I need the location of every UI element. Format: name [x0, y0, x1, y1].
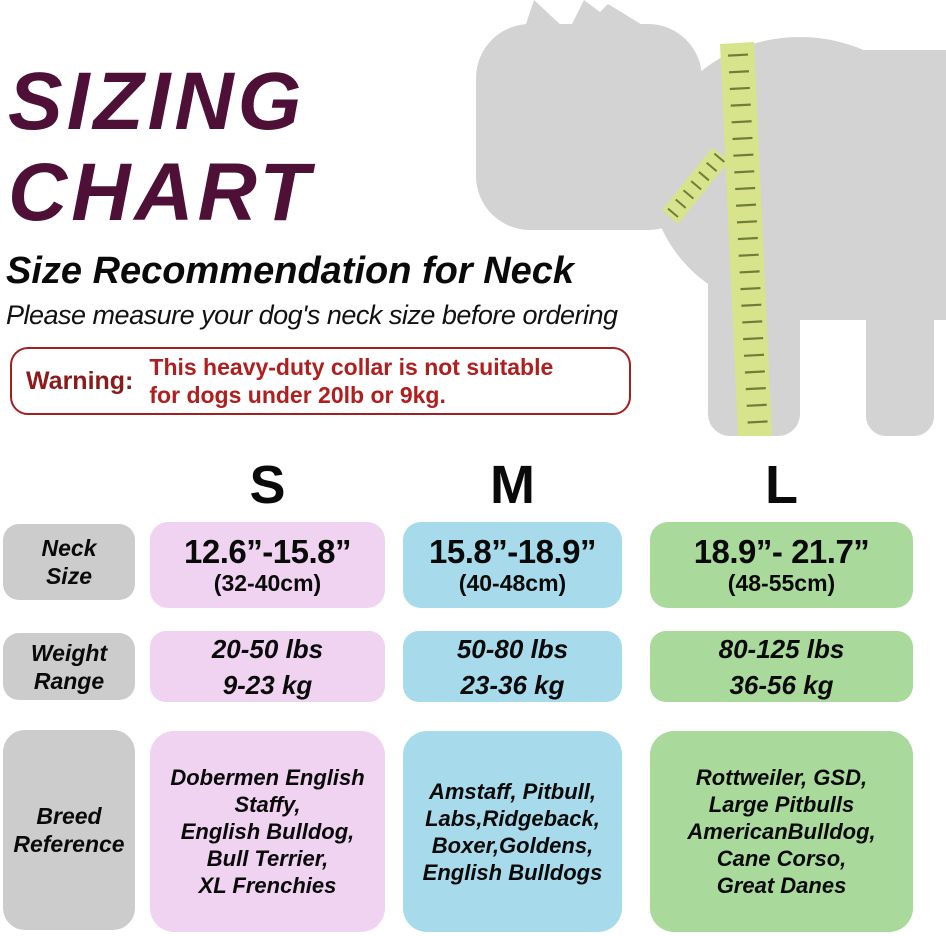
warning-message: This heavy-duty collar is not suitable f… [149, 354, 554, 408]
title-line2: CHART [8, 147, 314, 238]
neck-size-m: 15.8”-18.9” (40-48cm) [403, 522, 622, 608]
neck-size-m-cm: (40-48cm) [458, 570, 567, 596]
subtitle: Size Recommendation for Neck [6, 250, 575, 292]
measuring-tape [662, 42, 772, 436]
dog-silhouette [476, 0, 946, 436]
warning-box: Warning: This heavy-duty collar is not s… [10, 347, 631, 415]
neck-size-s: 12.6”-15.8” (32-40cm) [150, 522, 385, 608]
dog-head [476, 24, 702, 230]
neck-size-l-cm: (48-55cm) [727, 570, 836, 596]
tape-loop-tick-marks [667, 152, 725, 219]
weight-range-m: 50-80 lbs 23-36 kg [403, 631, 622, 702]
neck-size-s-inches: 12.6”-15.8” [184, 533, 351, 570]
row-label-breed-reference: Breed Reference [3, 730, 135, 930]
row-label-neck-size: Neck Size [3, 524, 135, 600]
column-header-l: L [765, 455, 798, 515]
dog-neck-measurement-illustration [476, 0, 946, 436]
neck-size-m-inches: 15.8”-18.9” [429, 533, 596, 570]
page-title: SIZING CHART [8, 56, 313, 238]
title-line1: SIZING [8, 56, 306, 147]
neck-size-l: 18.9”- 21.7” (48-55cm) [650, 522, 913, 608]
warning-label: Warning: [26, 366, 134, 395]
column-header-s: S [249, 455, 286, 515]
breed-reference-l: Rottweiler, GSD, Large Pitbulls American… [650, 731, 913, 932]
dog-rear-leg [866, 250, 934, 436]
measure-note: Please measure your dog's neck size befo… [6, 300, 618, 330]
column-header-m: M [490, 455, 535, 515]
breed-reference-m: Amstaff, Pitbull, Labs,Ridgeback, Boxer,… [403, 731, 622, 932]
weight-range-l: 80-125 lbs 36-56 kg [650, 631, 913, 702]
row-label-weight-range: Weight Range [3, 633, 135, 700]
neck-size-s-cm: (32-40cm) [213, 570, 322, 596]
weight-range-s: 20-50 lbs 9-23 kg [150, 631, 385, 702]
breed-reference-s: Dobermen English Staffy, English Bulldog… [150, 731, 385, 932]
neck-size-l-inches: 18.9”- 21.7” [693, 533, 870, 570]
